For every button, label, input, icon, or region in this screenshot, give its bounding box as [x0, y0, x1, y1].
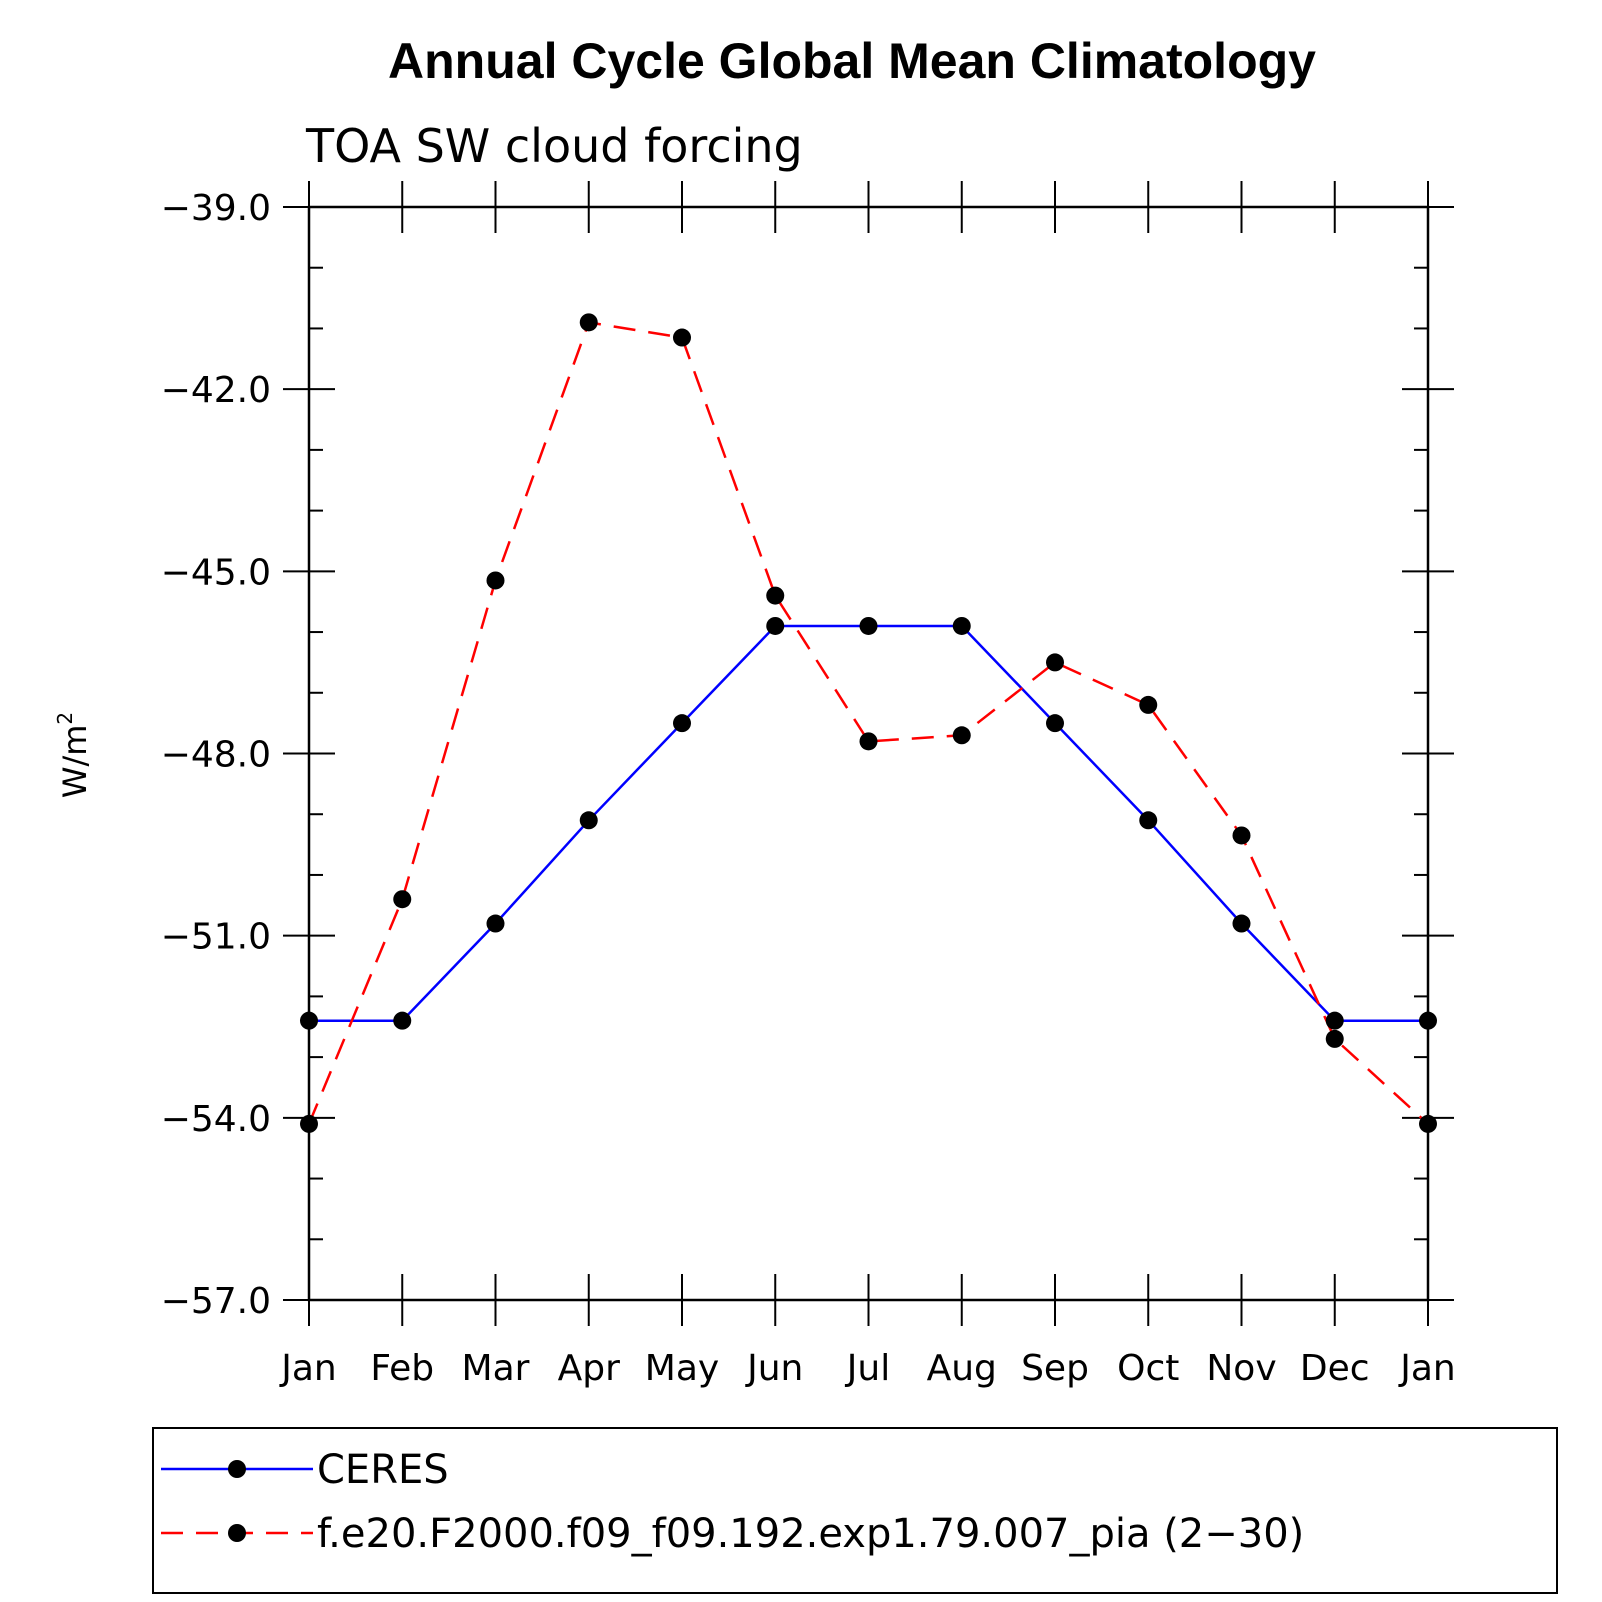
series-1-point — [766, 617, 784, 635]
series-2-point — [860, 732, 878, 750]
y-tick-label: −42.0 — [161, 370, 271, 411]
y-axis-label: W/m2 — [53, 712, 94, 798]
y-tick-label: −45.0 — [161, 552, 271, 593]
legend-marker-2 — [228, 1524, 246, 1542]
x-tick-label: Oct — [1117, 1348, 1179, 1389]
chart: Annual Cycle Global Mean Climatology TOA… — [0, 0, 1602, 1602]
x-tick-label: Mar — [462, 1348, 530, 1389]
series-line-2 — [309, 322, 1428, 1124]
series-1-point — [1046, 714, 1064, 732]
y-axis-label-text: W/m — [56, 725, 94, 799]
x-tick-label: Jul — [845, 1348, 890, 1389]
series-2-point — [393, 890, 411, 908]
x-tick-label: Jan — [1398, 1348, 1456, 1389]
x-tick-label: Jun — [745, 1348, 803, 1389]
series-1-point — [673, 714, 691, 732]
series-2-point — [487, 571, 505, 589]
series-1-point — [1419, 1012, 1437, 1030]
series-2-point — [1046, 653, 1064, 671]
series-1-point — [487, 915, 505, 933]
series-1-point — [300, 1012, 318, 1030]
legend-label-1: CERES — [317, 1447, 449, 1493]
chart-subtitle: TOA SW cloud forcing — [305, 119, 803, 173]
x-tick-label: Dec — [1300, 1348, 1370, 1389]
series-2-point — [766, 587, 784, 605]
y-axis-label-superscript: 2 — [53, 712, 77, 725]
series-2-point — [580, 313, 598, 331]
series-1-point — [953, 617, 971, 635]
x-tick-label: Nov — [1206, 1348, 1276, 1389]
x-tick-label: Sep — [1021, 1348, 1089, 1389]
chart-title: Annual Cycle Global Mean Climatology — [388, 33, 1316, 89]
series-1-point — [580, 811, 598, 829]
series-1-point — [860, 617, 878, 635]
x-tick-label: Jan — [279, 1348, 337, 1389]
series-2-point — [953, 726, 971, 744]
y-tick-label: −54.0 — [161, 1099, 271, 1140]
series-1-point — [393, 1012, 411, 1030]
legend-marker-1 — [228, 1460, 246, 1478]
series-2-point — [300, 1115, 318, 1133]
plot-frame — [309, 207, 1428, 1300]
y-tick-label: −39.0 — [161, 188, 271, 229]
y-tick-label: −51.0 — [161, 917, 271, 958]
series-2-point — [1233, 826, 1251, 844]
y-tick-label: −57.0 — [161, 1281, 271, 1322]
y-tick-label: −48.0 — [161, 735, 271, 776]
series-line-1 — [309, 626, 1428, 1021]
legend: CERES f.e20.F2000.f09_f09.192.exp1.79.007… — [161, 1447, 1304, 1557]
x-tick-label: Aug — [927, 1348, 997, 1389]
series-2-point — [1419, 1115, 1437, 1133]
series-layer — [300, 313, 1437, 1133]
series-1-point — [1233, 915, 1251, 933]
x-tick-label: Apr — [558, 1348, 620, 1389]
series-1-point — [1326, 1012, 1344, 1030]
series-2-point — [673, 329, 691, 347]
legend-label-2: f.e20.F2000.f09_f09.192.exp1.79.007_pia … — [317, 1511, 1304, 1557]
series-2-point — [1139, 696, 1157, 714]
x-tick-label: Feb — [370, 1348, 434, 1389]
series-2-point — [1326, 1030, 1344, 1048]
series-1-point — [1139, 811, 1157, 829]
x-tick-label: May — [645, 1348, 719, 1389]
